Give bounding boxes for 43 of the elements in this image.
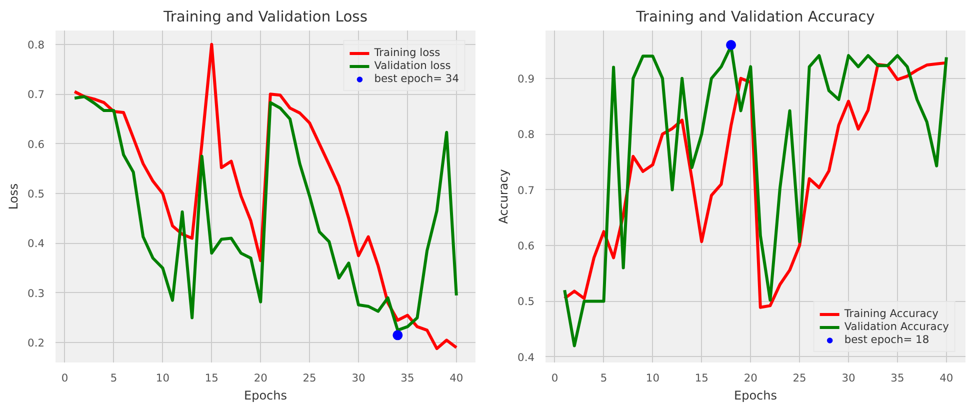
- chart-title: Training and Validation Accuracy: [635, 8, 876, 26]
- y-tick-label: 0.4: [518, 350, 535, 364]
- y-tick-label: 0.6: [518, 240, 535, 253]
- y-tick-label: 0.6: [28, 138, 45, 151]
- x-tick-label: 25: [302, 372, 316, 384]
- x-axis-title: Epochs: [734, 388, 777, 402]
- y-tick-label: 0.8: [518, 128, 535, 142]
- y-tick-label: 0.5: [518, 295, 535, 308]
- legend-label: best epoch= 34: [374, 72, 459, 85]
- x-tick-label: 15: [204, 372, 218, 384]
- y-tick-label: 0.7: [28, 88, 45, 102]
- x-tick-label: 5: [110, 372, 118, 384]
- x-tick-label: 20: [254, 372, 268, 384]
- y-tick-label: 0.2: [28, 336, 45, 350]
- x-tick-label: 35: [400, 372, 414, 384]
- legend-label: best epoch= 18: [844, 333, 930, 346]
- legend-label: Training loss: [374, 46, 440, 59]
- x-tick-label: 25: [792, 372, 806, 384]
- legend-label: Training Accuracy: [844, 307, 938, 320]
- chart-title: Training and Validation Loss: [162, 8, 368, 26]
- x-tick-label: 5: [600, 372, 608, 384]
- x-tick-label: 10: [646, 372, 660, 384]
- x-tick-label: 0: [61, 372, 68, 384]
- x-tick-label: 15: [694, 372, 708, 384]
- y-tick-label: 0.8: [28, 38, 45, 52]
- legend-label: Validation Accuracy: [844, 320, 949, 333]
- y-axis-title: Loss: [6, 183, 21, 210]
- legend-label: Validation loss: [374, 59, 451, 72]
- x-tick-label: 40: [450, 372, 464, 384]
- y-axis-title: Accuracy: [496, 169, 511, 224]
- y-tick-label: 0.3: [28, 286, 45, 300]
- x-tick-label: 10: [156, 372, 170, 384]
- y-tick-label: 0.5: [28, 188, 45, 201]
- y-tick-label: 0.4: [28, 237, 45, 250]
- x-tick-label: 40: [940, 372, 954, 384]
- x-tick-label: 20: [744, 372, 758, 384]
- x-tick-label: 30: [842, 372, 856, 384]
- y-tick-label: 0.9: [518, 72, 535, 86]
- x-axis-title: Epochs: [244, 388, 287, 402]
- x-tick-label: 30: [352, 372, 366, 384]
- x-tick-label: 0: [551, 372, 558, 384]
- y-tick-label: 0.7: [518, 184, 535, 197]
- x-tick-label: 35: [890, 372, 904, 384]
